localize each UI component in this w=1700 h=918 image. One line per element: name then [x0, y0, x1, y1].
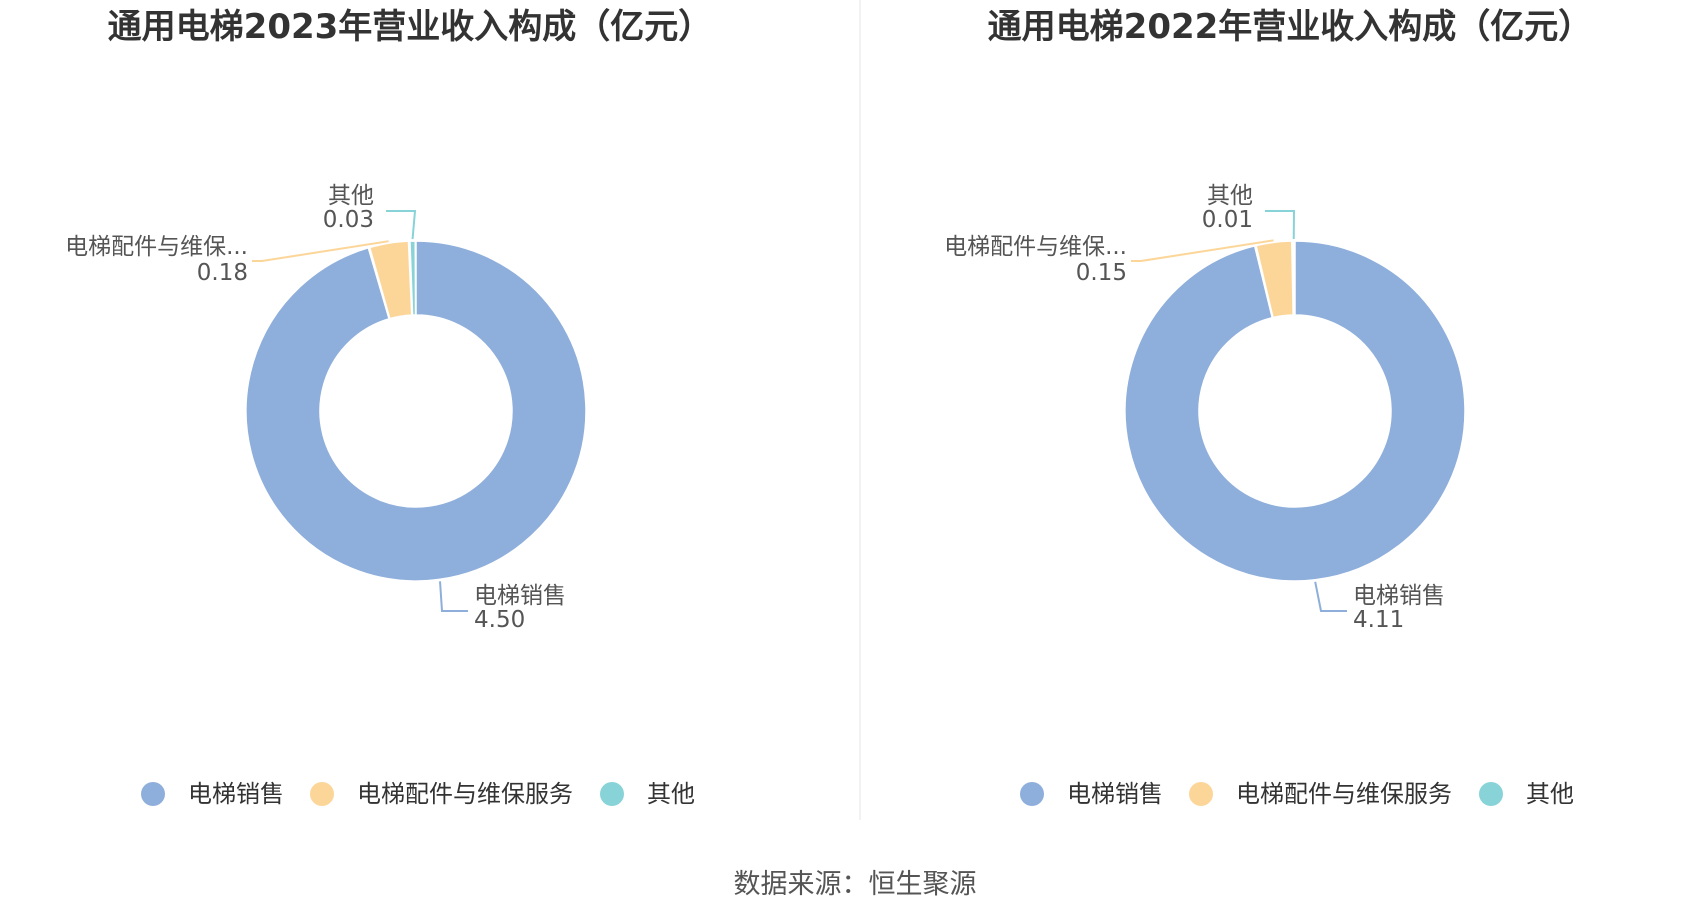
legend-label: 电梯销售 — [188, 780, 284, 808]
donut-chart-2: 通用电梯2022年营业收入构成（亿元）电梯销售4.11电梯配件与维保...0.1… — [944, 7, 1592, 808]
legend-marker — [600, 782, 624, 806]
slice-2[interactable] — [1255, 240, 1294, 319]
chart-title: 通用电梯2022年营业收入构成（亿元） — [988, 7, 1593, 47]
slice-value: 4.50 — [474, 607, 525, 633]
leader-line-2 — [1131, 239, 1274, 262]
slice-1[interactable] — [245, 240, 587, 582]
slice-3[interactable] — [409, 240, 417, 316]
legend-marker — [141, 782, 165, 806]
leader-line-3 — [386, 210, 417, 240]
slice-label: 电梯销售 — [474, 583, 566, 609]
leader-line-1 — [1314, 581, 1347, 612]
slice-3[interactable] — [1292, 240, 1296, 316]
slice-1[interactable] — [1124, 240, 1466, 582]
chart-title: 通用电梯2023年营业收入构成（亿元） — [108, 7, 713, 47]
slice-label: 电梯配件与维保... — [65, 234, 248, 260]
legend-marker — [1479, 782, 1503, 806]
leader-line-3 — [1265, 210, 1296, 240]
leader-line-1 — [439, 581, 468, 612]
legend-marker — [1189, 782, 1213, 806]
legend-item-3[interactable]: 其他 — [1479, 780, 1574, 808]
donut-chart-1: 通用电梯2023年营业收入构成（亿元）电梯销售4.50电梯配件与维保...0.1… — [65, 7, 712, 808]
slice-value: 0.15 — [1076, 260, 1127, 286]
legend-item-2[interactable]: 电梯配件与维保服务 — [310, 780, 573, 808]
slice-label: 其他 — [1207, 183, 1253, 209]
slice-value: 0.01 — [1202, 207, 1253, 233]
legend-label: 电梯销售 — [1067, 780, 1163, 808]
legend-marker — [1020, 782, 1044, 806]
leader-line-2 — [252, 240, 389, 262]
slice-label: 其他 — [328, 183, 374, 209]
legend-item-1[interactable]: 电梯销售 — [1020, 780, 1163, 808]
slice-value: 0.18 — [197, 260, 248, 286]
slice-value: 4.11 — [1353, 607, 1404, 633]
legend-item-2[interactable]: 电梯配件与维保服务 — [1189, 780, 1452, 808]
slice-2[interactable] — [368, 240, 413, 320]
legend-item-3[interactable]: 其他 — [600, 780, 695, 808]
legend-label: 其他 — [1526, 780, 1574, 808]
slice-label: 电梯销售 — [1353, 583, 1445, 609]
legend-label: 其他 — [647, 780, 695, 808]
legend-marker — [310, 782, 334, 806]
legend-label: 电梯配件与维保服务 — [357, 780, 573, 808]
legend-item-1[interactable]: 电梯销售 — [141, 780, 284, 808]
slice-label: 电梯配件与维保... — [944, 234, 1127, 260]
data-source: 数据来源：恒生聚源 — [734, 869, 977, 900]
legend-label: 电梯配件与维保服务 — [1236, 780, 1452, 808]
slice-value: 0.03 — [323, 207, 374, 233]
